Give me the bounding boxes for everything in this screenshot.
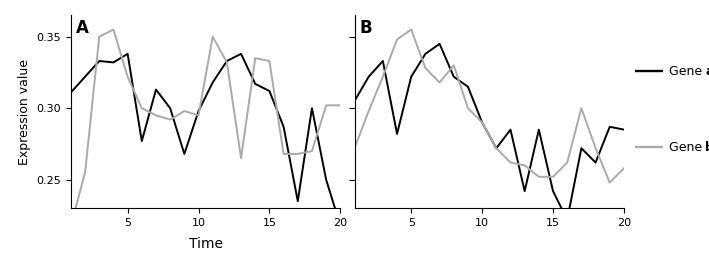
Text: B: B [360,19,372,37]
Y-axis label: Expression value: Expression value [18,59,31,165]
Text: Gene: Gene [669,141,705,154]
Text: A: A [77,19,89,37]
Text: Time: Time [189,237,223,251]
Text: a: a [705,65,709,78]
Text: Gene: Gene [669,65,705,78]
Text: b: b [705,141,709,154]
